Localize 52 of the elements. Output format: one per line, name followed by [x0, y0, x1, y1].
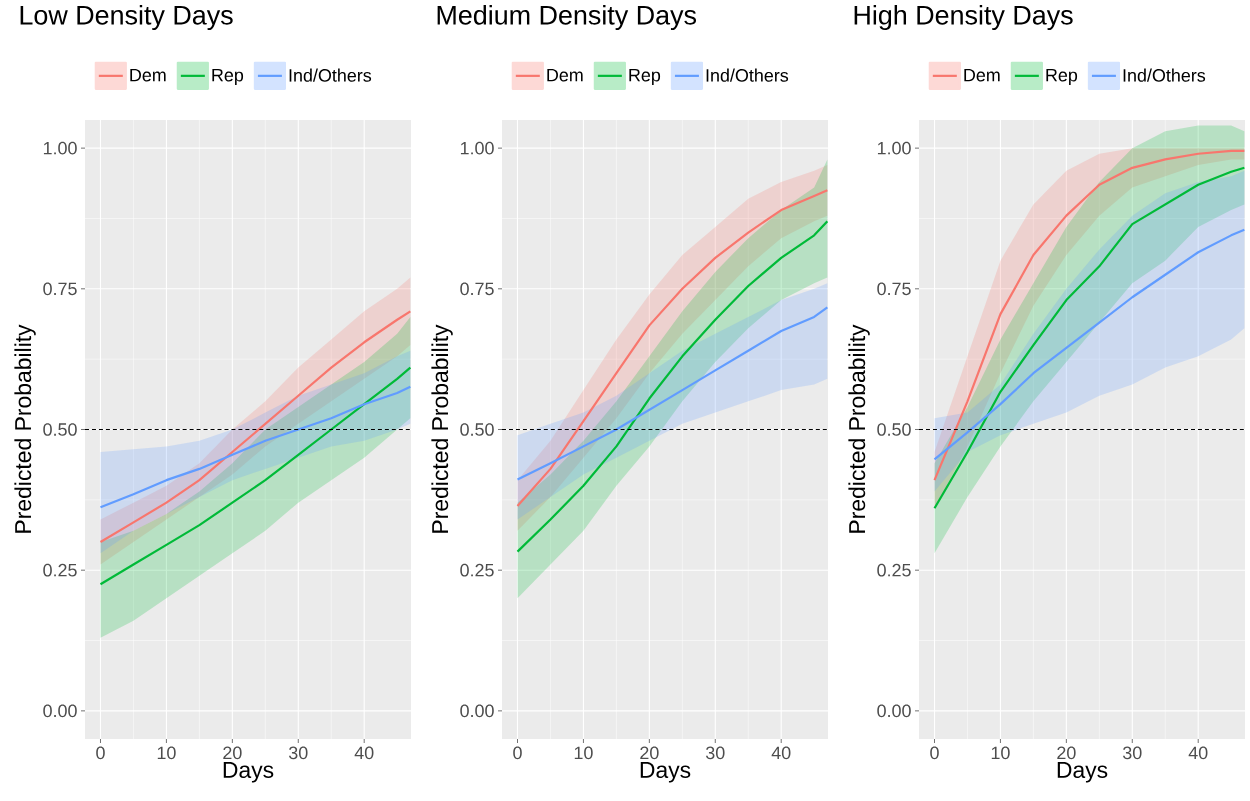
legend-label: Dem: [964, 68, 1000, 82]
y-tick-label: 0.75: [460, 282, 494, 296]
x-tick-label: 20: [223, 746, 242, 760]
x-tick-label: 10: [157, 746, 176, 760]
x-tick-label: 0: [930, 746, 939, 760]
y-tick-label: 0.50: [43, 423, 77, 436]
x-tick-label: 30: [288, 746, 308, 760]
line-series: [99, 385, 412, 509]
x-axis-title: Days: [1057, 762, 1108, 783]
x-axis-title: Days: [640, 762, 691, 783]
legend-label: Dem: [547, 68, 583, 82]
y-tick-label: 0.00: [460, 704, 494, 718]
y-tick-label: 0.50: [877, 423, 911, 436]
y-tick-label: 0.00: [43, 704, 77, 718]
x-tick-label: 30: [705, 746, 725, 760]
line-series: [516, 220, 829, 553]
x-tick-label: 40: [771, 746, 791, 760]
y-tick-label: 0.25: [877, 563, 911, 577]
y-tick-label: 1.00: [43, 141, 77, 155]
x-axis-title: Days: [223, 762, 274, 783]
x-tick-label: 20: [640, 746, 659, 760]
y-axis-title: Predicted Probability: [848, 324, 870, 533]
legend-label: Ind/Others: [289, 68, 372, 82]
x-tick-label: 30: [1123, 746, 1142, 760]
line-series: [933, 228, 1246, 461]
chart-title: Medium Density Days: [437, 4, 697, 31]
line-series: [99, 366, 412, 586]
y-axis-title: Predicted Probability: [14, 324, 36, 533]
x-tick-label: 0: [96, 746, 105, 760]
legend-label: Rep: [1046, 68, 1078, 85]
y-tick-label: 0.75: [877, 282, 911, 296]
chart-title: High Density Days: [854, 4, 1073, 31]
y-tick-label: 1.00: [877, 141, 911, 155]
y-tick-label: 0.50: [460, 423, 494, 436]
y-tick-label: 0.75: [43, 282, 77, 296]
x-tick-label: 40: [354, 746, 374, 760]
y-tick-label: 0.00: [877, 704, 911, 718]
y-tick-label: 1.00: [460, 141, 494, 155]
x-tick-label: 20: [1057, 746, 1076, 760]
x-tick-label: 10: [991, 746, 1010, 760]
x-tick-label: 40: [1188, 746, 1208, 760]
legend-label: Ind/Others: [1123, 68, 1206, 82]
chart-title: Low Density Days: [20, 4, 233, 31]
x-tick-label: 0: [513, 746, 522, 760]
legend-label: Rep: [212, 68, 244, 85]
y-axis-title: Predicted Probability: [431, 324, 453, 533]
legend-label: Dem: [130, 68, 166, 82]
legend-label: Rep: [629, 68, 661, 85]
y-tick-label: 0.25: [460, 563, 494, 577]
legend-label: Ind/Others: [706, 68, 789, 82]
y-tick-label: 0.25: [43, 563, 77, 577]
x-tick-label: 10: [574, 746, 593, 760]
